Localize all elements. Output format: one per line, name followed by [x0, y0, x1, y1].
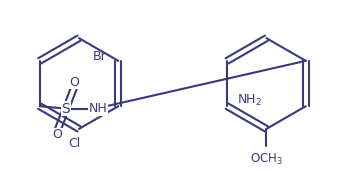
Text: S: S: [61, 102, 70, 116]
Text: OCH$_3$: OCH$_3$: [250, 152, 283, 167]
Text: O: O: [53, 128, 62, 141]
Text: O: O: [69, 76, 79, 89]
Text: Cl: Cl: [68, 137, 80, 150]
Text: Br: Br: [92, 50, 106, 63]
Text: NH: NH: [89, 102, 107, 115]
Text: NH$_2$: NH$_2$: [237, 93, 262, 108]
